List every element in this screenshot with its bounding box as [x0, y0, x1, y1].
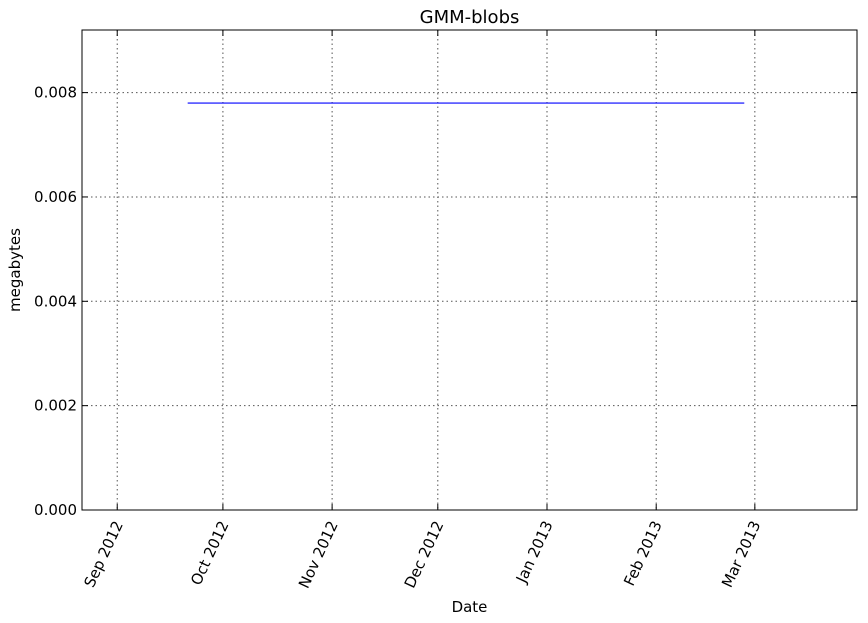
x-tick-label: Sep 2012: [80, 518, 126, 590]
x-axis-label: Date: [452, 598, 488, 616]
x-tick-label: Oct 2012: [187, 518, 232, 588]
plot-frame: [81, 29, 858, 511]
x-tick-label: Jan 2013: [512, 518, 557, 586]
grid-layer: [82, 30, 857, 510]
y-tick-label: 0.008: [34, 84, 77, 102]
y-axis-label: megabytes: [6, 228, 24, 312]
x-tick-label: Feb 2013: [620, 518, 666, 589]
y-tick-label: 0.004: [34, 292, 77, 310]
y-tick-label: 0.006: [34, 188, 77, 206]
x-tick-label: Nov 2012: [295, 518, 342, 591]
y-tick-label: 0.000: [34, 501, 77, 519]
x-tick-label: Mar 2013: [718, 518, 764, 590]
y-tick-label: 0.002: [34, 397, 77, 415]
x-tick-label: Dec 2012: [401, 518, 448, 591]
chart-title: GMM-blobs: [420, 7, 520, 28]
tick-layer: Sep 2012 Oct 2012 Nov 2012 Dec 2012 Jan 2013…: [34, 30, 857, 591]
